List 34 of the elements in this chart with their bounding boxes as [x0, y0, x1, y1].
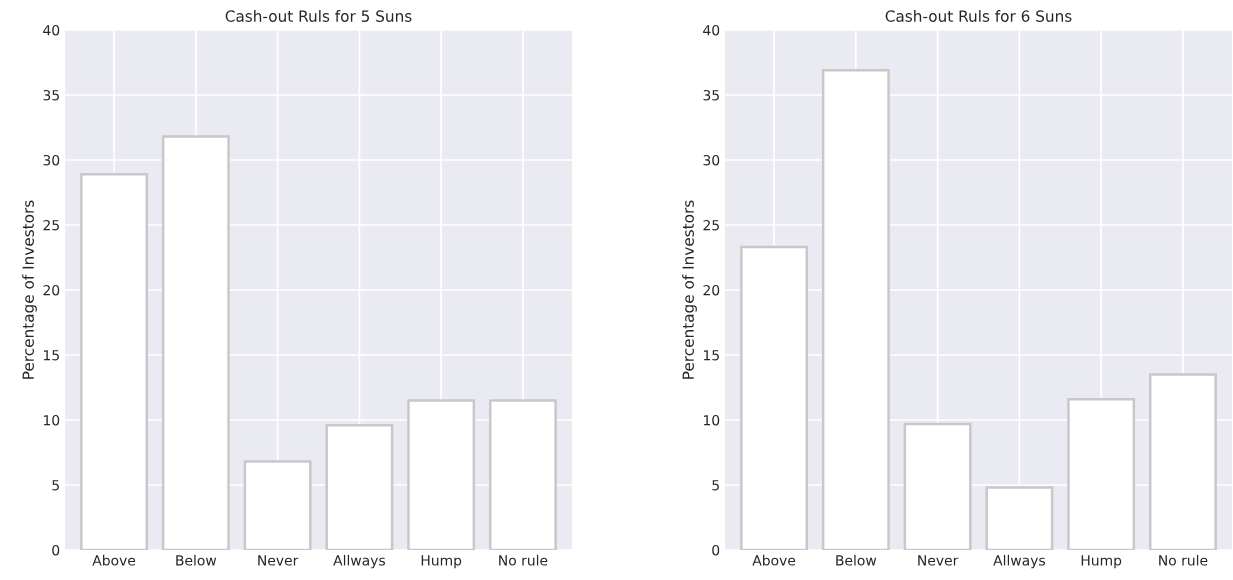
y-tick-label: 40 [43, 24, 60, 36]
y-tick-label: 25 [703, 219, 719, 231]
y-tick-label: 40 [703, 24, 720, 36]
y-tick-label: 30 [43, 154, 60, 166]
y-tick-label: 5 [712, 480, 719, 491]
x-tick-label: No rule [499, 554, 548, 566]
y-tick-label: 20 [703, 284, 720, 296]
chart-title: Cash-out Ruls for 6 Suns [885, 10, 1072, 22]
x-tick-label: Below [176, 554, 217, 566]
y-tick-label: 10 [703, 414, 720, 426]
x-tick-label: Hump [421, 555, 462, 569]
y-tick-label: 15 [43, 350, 59, 361]
x-tick-label: Above [92, 554, 136, 566]
x-tick-label: Allways [993, 554, 1045, 569]
x-tick-label: Never [258, 555, 299, 566]
y-tick-label: 0 [712, 544, 720, 556]
x-tick-label: Never [918, 555, 959, 566]
x-tick-label: Allways [333, 554, 385, 569]
y-tick-label: 0 [52, 544, 60, 556]
y-tick-label: 5 [52, 480, 59, 491]
y-axis-title: Percentage of Investors [22, 200, 37, 379]
y-tick-label: 20 [43, 284, 60, 296]
y-tick-label: 35 [43, 89, 59, 101]
y-tick-label: 15 [703, 350, 719, 361]
y-axis-title: Percentage of Investors [682, 200, 697, 379]
y-tick-label: 10 [43, 414, 60, 426]
x-tick-label: Below [836, 554, 877, 566]
x-tick-label: Above [752, 554, 796, 566]
x-tick-label: No rule [1159, 554, 1208, 566]
y-tick-label: 25 [43, 219, 59, 231]
y-tick-label: 30 [703, 154, 720, 166]
x-tick-label: Hump [1081, 555, 1122, 569]
y-tick-label: 35 [703, 89, 719, 101]
chart-title: Cash-out Ruls for 5 Suns [225, 10, 412, 22]
